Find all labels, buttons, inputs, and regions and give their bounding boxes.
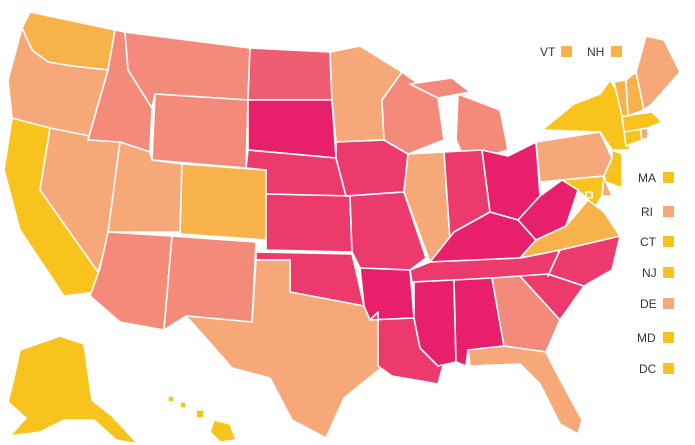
callout-ma-label: MA xyxy=(638,171,656,185)
callout-dc-label: DC xyxy=(639,362,657,376)
callout-ma-swatch xyxy=(663,172,674,183)
callout-de-swatch xyxy=(663,298,674,309)
state-ar xyxy=(359,267,415,321)
callout-vt-label: VT xyxy=(540,45,556,59)
state-me xyxy=(635,35,681,111)
callout-ct: CT xyxy=(640,235,674,249)
callout-nh: NH xyxy=(587,45,622,59)
callout-md-label: MD xyxy=(637,331,656,345)
callout-md: MD xyxy=(637,331,674,345)
callout-ma: MA xyxy=(638,171,674,185)
state-ak xyxy=(7,335,139,445)
state-fl xyxy=(467,345,583,435)
callout-ri-label: RI xyxy=(641,205,653,219)
callout-ri-swatch xyxy=(663,206,674,217)
state-dc xyxy=(585,191,593,199)
callout-nh-label: NH xyxy=(587,45,604,59)
callout-de-label: DE xyxy=(640,297,657,311)
state-co xyxy=(179,163,267,241)
callout-nj-swatch xyxy=(663,267,674,278)
state-ks xyxy=(265,193,353,253)
callout-nh-swatch xyxy=(611,46,622,57)
state-nd xyxy=(247,47,333,101)
state-wy xyxy=(151,93,249,169)
callout-nj: NJ xyxy=(642,266,674,280)
callout-vt-swatch xyxy=(561,46,572,57)
state-pa xyxy=(535,131,613,183)
callout-dc-swatch xyxy=(663,363,674,374)
callout-vt: VT xyxy=(540,45,572,59)
callout-dc: DC xyxy=(639,362,674,376)
state-sd xyxy=(247,99,337,159)
callout-de: DE xyxy=(640,297,674,311)
state-tx xyxy=(185,259,387,439)
state-md xyxy=(561,175,605,207)
callout-md-swatch xyxy=(663,332,674,343)
state-ma xyxy=(621,111,663,133)
state-nm xyxy=(163,235,257,331)
callout-nj-label: NJ xyxy=(642,266,657,280)
callout-ct-label: CT xyxy=(640,235,657,249)
state-hi xyxy=(167,395,237,443)
callout-ct-swatch xyxy=(663,236,674,247)
callout-ri: RI xyxy=(641,205,674,219)
state-ga xyxy=(491,275,561,353)
